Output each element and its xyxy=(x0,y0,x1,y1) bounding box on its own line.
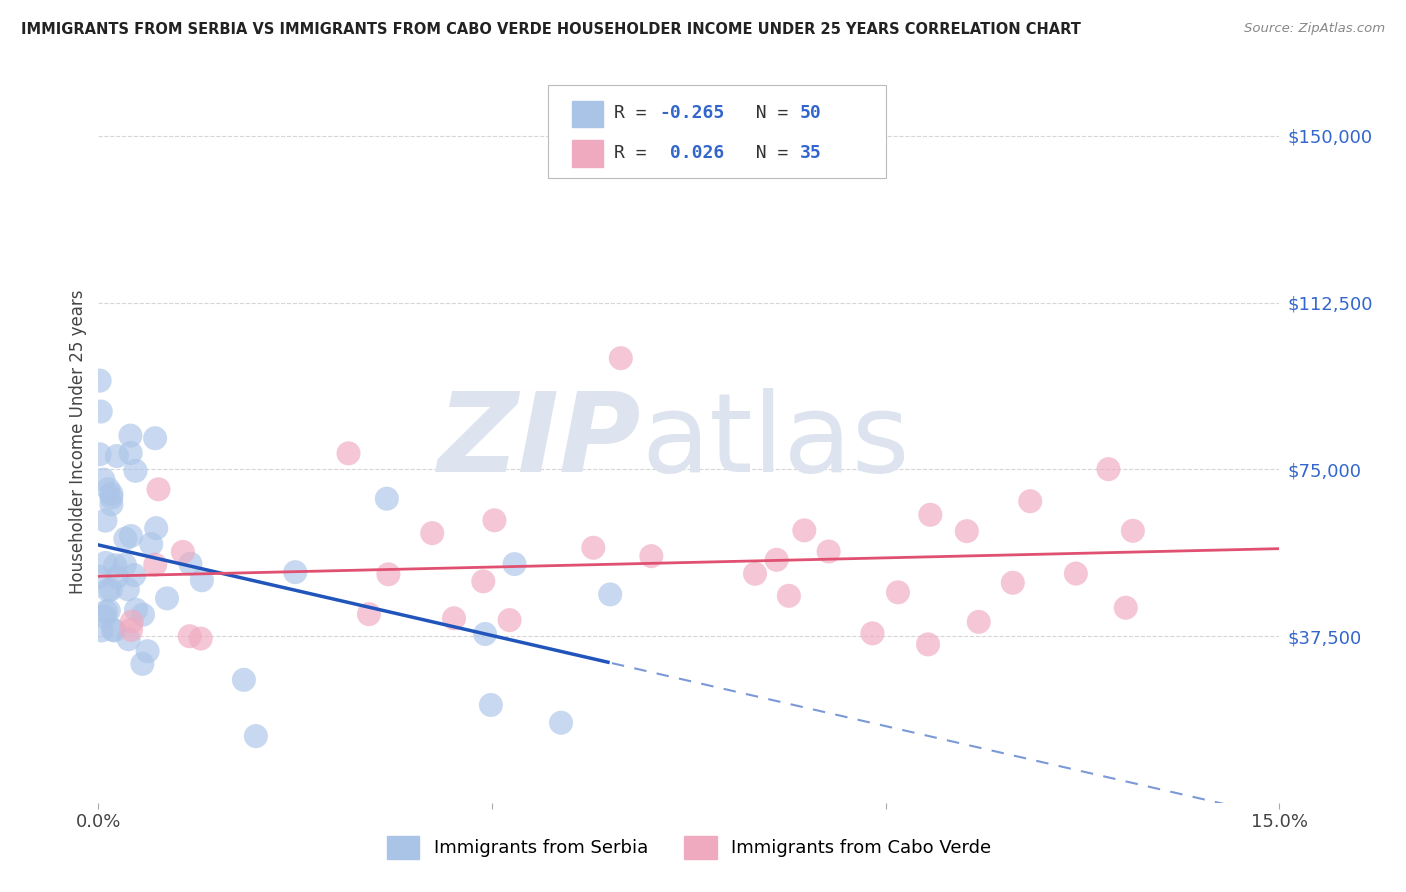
Point xyxy=(145,521,167,535)
Point xyxy=(94,514,117,528)
Point xyxy=(141,537,163,551)
Point xyxy=(550,715,572,730)
Point xyxy=(1122,524,1144,538)
Point xyxy=(117,582,139,597)
Point xyxy=(104,558,127,573)
Point xyxy=(599,587,621,601)
Point xyxy=(793,524,815,538)
Text: atlas: atlas xyxy=(641,388,910,495)
Point xyxy=(100,497,122,511)
Text: R =: R = xyxy=(614,104,658,122)
Point xyxy=(744,566,766,581)
Point xyxy=(375,491,398,506)
Text: Source: ZipAtlas.com: Source: ZipAtlas.com xyxy=(1244,22,1385,36)
Point xyxy=(610,351,633,366)
Point xyxy=(232,673,254,687)
Point xyxy=(124,464,146,478)
Text: 0.026: 0.026 xyxy=(659,144,724,161)
Point xyxy=(100,491,122,505)
Text: R =: R = xyxy=(614,144,658,161)
Point xyxy=(132,607,155,622)
Point xyxy=(1064,566,1087,581)
Point xyxy=(484,513,506,527)
Point xyxy=(100,487,122,501)
Point xyxy=(156,591,179,606)
Point xyxy=(472,574,495,589)
Point xyxy=(956,524,979,538)
Y-axis label: Householder Income Under 25 years: Householder Income Under 25 years xyxy=(69,289,87,594)
Point xyxy=(97,604,120,618)
Point xyxy=(120,529,142,543)
Point xyxy=(93,609,115,624)
Point xyxy=(120,446,142,460)
Point xyxy=(114,532,136,546)
Point xyxy=(120,623,142,637)
Point xyxy=(817,544,839,558)
Point xyxy=(190,632,212,646)
Point xyxy=(191,574,214,588)
Point xyxy=(172,545,194,559)
Point xyxy=(443,611,465,625)
Point xyxy=(337,446,360,460)
Text: 35: 35 xyxy=(800,144,821,161)
Point xyxy=(920,508,942,522)
Point xyxy=(90,624,112,638)
Point xyxy=(967,615,990,629)
Point xyxy=(122,568,145,582)
Text: 50: 50 xyxy=(800,104,821,122)
Point xyxy=(131,657,153,671)
Point xyxy=(377,567,399,582)
Point xyxy=(1115,600,1137,615)
Point xyxy=(179,557,201,571)
Point xyxy=(917,637,939,651)
Point xyxy=(114,558,136,572)
Point xyxy=(101,623,124,637)
Point xyxy=(1001,575,1024,590)
Point xyxy=(136,644,159,658)
Point xyxy=(479,698,502,712)
Point xyxy=(1097,462,1119,476)
Point xyxy=(105,449,128,463)
Point xyxy=(97,482,120,496)
Point xyxy=(143,431,166,445)
Point xyxy=(862,626,884,640)
Point xyxy=(420,526,443,541)
Point xyxy=(89,447,111,461)
Point xyxy=(103,624,125,638)
Text: -0.265: -0.265 xyxy=(659,104,724,122)
Point xyxy=(498,613,520,627)
Point xyxy=(778,589,800,603)
Text: N =: N = xyxy=(734,144,799,161)
Point xyxy=(245,729,267,743)
Point xyxy=(357,607,380,621)
Point xyxy=(89,374,111,388)
Point xyxy=(105,570,128,584)
Point xyxy=(765,553,787,567)
Text: ZIP: ZIP xyxy=(439,388,641,495)
Point xyxy=(121,615,143,629)
Point xyxy=(94,556,117,570)
Point xyxy=(97,583,120,598)
Text: IMMIGRANTS FROM SERBIA VS IMMIGRANTS FROM CABO VERDE HOUSEHOLDER INCOME UNDER 25: IMMIGRANTS FROM SERBIA VS IMMIGRANTS FRO… xyxy=(21,22,1081,37)
Point xyxy=(125,603,148,617)
Point xyxy=(148,483,170,497)
Point xyxy=(94,605,117,619)
Point xyxy=(120,428,142,442)
Point xyxy=(1019,494,1042,508)
Text: N =: N = xyxy=(734,104,799,122)
Point xyxy=(93,473,115,487)
Point xyxy=(90,404,112,418)
Point xyxy=(284,565,307,579)
Point xyxy=(474,627,496,641)
Point xyxy=(582,541,605,555)
Point xyxy=(100,582,122,597)
Point xyxy=(640,549,662,563)
Point xyxy=(887,585,910,599)
Point xyxy=(87,569,110,583)
Point xyxy=(143,558,166,572)
Legend: Immigrants from Serbia, Immigrants from Cabo Verde: Immigrants from Serbia, Immigrants from … xyxy=(380,829,998,866)
Point xyxy=(503,557,526,571)
Point xyxy=(118,632,141,647)
Point xyxy=(179,629,201,643)
